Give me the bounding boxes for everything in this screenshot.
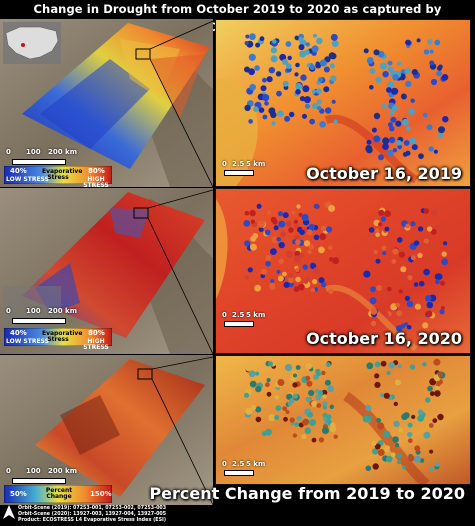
legend-mid-text: Evaporative Stress <box>42 168 83 181</box>
north-arrow-icon <box>3 505 15 519</box>
legend-mid-text: Evaporative Stress <box>42 330 83 343</box>
page-title: Change in Drought from October 2019 to 2… <box>33 2 442 34</box>
change-legend: 50% Percent Change 150% <box>4 485 112 503</box>
zoom-map-change: 0 2.5 5 km <box>215 355 471 485</box>
footer-line-2020: Orbit-Scene (2020): 13927-003, 13927-004… <box>18 512 167 517</box>
regional-map-2020: 0 100 200 km 40% LOW STRESS Evaporative … <box>0 188 213 354</box>
zoom-scale-5: 5 km <box>246 460 266 468</box>
zoom-map-image <box>216 356 470 484</box>
legend-low-text: LOW STRESS <box>6 338 49 345</box>
footer-line-product: Product: ECOSTRESS L4 Evaporative Stress… <box>18 518 167 523</box>
date-label: October 16, 2019 <box>306 164 462 183</box>
scale-label-100: 100 <box>26 307 41 315</box>
zoom-scale-0: 0 <box>222 160 227 168</box>
zoom-map-image <box>216 20 470 186</box>
zoom-scale-0: 0 <box>222 311 227 319</box>
scale-label-100: 100 <box>26 148 41 156</box>
scale-label-200: 200 km <box>48 307 77 315</box>
legend-high-pct: 150% <box>90 490 112 498</box>
row-2019: 0 100 200 km 40% LOW STRESS Evaporative … <box>0 19 475 187</box>
scale-label-0: 0 <box>6 148 11 156</box>
scale-label-100: 100 <box>26 467 41 475</box>
row-2020: 0 100 200 km 40% LOW STRESS Evaporative … <box>0 188 475 354</box>
row-percent-change: 0 100 200 km 50% Percent Change 150% 0 2… <box>0 355 475 526</box>
legend-mid-text: Percent Change <box>45 487 73 500</box>
scale-bar <box>12 478 66 484</box>
date-label: Percent Change from 2019 to 2020 <box>149 484 465 503</box>
zoom-scale-5: 5 km <box>246 311 266 319</box>
legend-high-text: HIGH STRESS <box>83 176 109 188</box>
zoom-scale-2-5: 2.5 <box>232 160 245 168</box>
zoom-scale-0: 0 <box>222 460 227 468</box>
legend-low-pct: 50% <box>10 490 27 498</box>
legend-low-text: LOW STRESS <box>6 176 49 183</box>
scale-label-0: 0 <box>6 467 11 475</box>
scale-label-200: 200 km <box>48 148 77 156</box>
regional-map-2019: 0 100 200 km 40% LOW STRESS Evaporative … <box>0 19 213 187</box>
legend-high-pct: 80% <box>88 329 105 337</box>
scale-label-200: 200 km <box>48 467 77 475</box>
stress-legend: 40% LOW STRESS Evaporative Stress 80% HI… <box>4 166 112 188</box>
footer-line-2019: Orbit-Scene (2019): 07253-001, 07253-002… <box>18 506 167 511</box>
regional-map-image <box>0 188 213 354</box>
date-label: October 16, 2020 <box>306 329 462 348</box>
zoom-map-image <box>216 189 470 353</box>
footer-credits: Orbit-Scene (2019): 07253-001, 07253-002… <box>18 506 166 524</box>
legend-low-pct: 40% <box>10 329 27 337</box>
zoom-scale-bar <box>224 470 254 476</box>
regional-map-image <box>0 19 213 187</box>
zoom-scale-5: 5 km <box>246 160 266 168</box>
scale-label-0: 0 <box>6 307 11 315</box>
scale-bar <box>12 159 66 165</box>
scale-bar <box>12 318 66 324</box>
zoom-map-2020: 0 2.5 5 km October 16, 2020 <box>215 188 471 354</box>
stress-legend: 40% LOW STRESS Evaporative Stress 80% HI… <box>4 328 112 351</box>
usa-inset-map <box>3 22 61 64</box>
zoom-scale-2-5: 2.5 <box>232 460 245 468</box>
legend-high-text: HIGH STRESS <box>83 338 109 351</box>
zoom-scale-bar <box>224 321 254 327</box>
zoom-scale-2-5: 2.5 <box>232 311 245 319</box>
legend-high-pct: 80% <box>88 167 105 175</box>
zoom-scale-bar <box>224 170 254 176</box>
zoom-map-2019: 0 2.5 5 km October 16, 2019 <box>215 19 471 187</box>
regional-map-change: 0 100 200 km 50% Percent Change 150% <box>0 355 213 505</box>
legend-low-pct: 40% <box>10 167 27 175</box>
